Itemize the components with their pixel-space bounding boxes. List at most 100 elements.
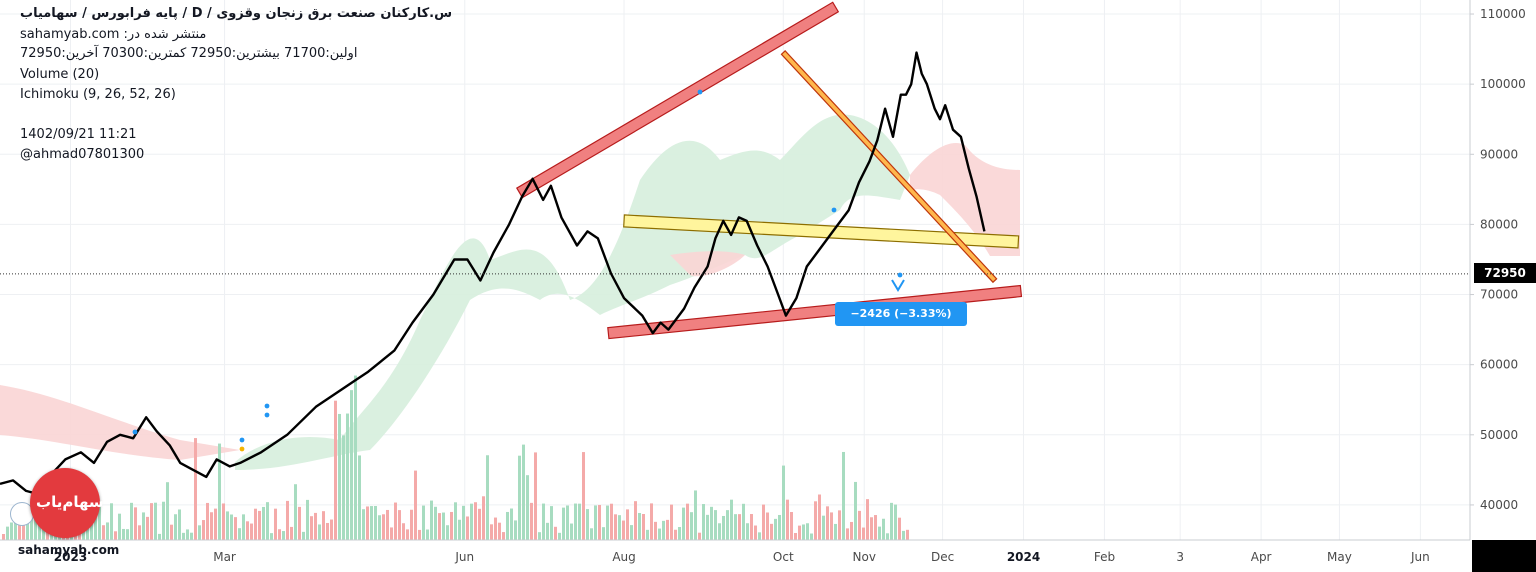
trend-arrow-icon bbox=[891, 279, 905, 292]
ichimoku-indicator-label[interactable]: Ichimoku (9, 26, 52, 26) bbox=[20, 87, 176, 102]
chart-datetime: 1402/09/21 11:21 bbox=[20, 127, 137, 142]
volume-bar bbox=[890, 502, 893, 540]
volume-bar bbox=[826, 506, 829, 540]
volume-indicator-label[interactable]: Volume (20) bbox=[20, 67, 100, 82]
volume-bar bbox=[174, 514, 177, 540]
volume-bar bbox=[134, 507, 137, 540]
volume-bar bbox=[566, 505, 569, 540]
volume-bar bbox=[10, 522, 13, 540]
volume-bar bbox=[394, 502, 397, 540]
y-tick-label: 40000 bbox=[1480, 498, 1518, 512]
logo-text: سهام‌یاب bbox=[36, 493, 104, 511]
volume-bar bbox=[182, 532, 185, 540]
volume-bar bbox=[502, 532, 505, 540]
volume-bar bbox=[586, 509, 589, 540]
watermark: sahamyab.com bbox=[18, 543, 120, 557]
volume-bar bbox=[282, 531, 285, 540]
volume-bar bbox=[906, 529, 909, 540]
volume-bar bbox=[778, 514, 781, 540]
volume-bar bbox=[346, 413, 349, 540]
volume-bar bbox=[830, 512, 833, 540]
volume-bar bbox=[374, 505, 377, 540]
volume-bar bbox=[850, 521, 853, 540]
volume-bar bbox=[814, 501, 817, 540]
volume-bar bbox=[642, 514, 645, 540]
volume-bar bbox=[382, 514, 385, 540]
volume-bar bbox=[798, 525, 801, 540]
volume-bar bbox=[710, 506, 713, 540]
volume-bar bbox=[594, 505, 597, 540]
volume-bar bbox=[546, 522, 549, 540]
volume-bar bbox=[114, 531, 117, 540]
volume-bar bbox=[622, 520, 625, 540]
y-tick-label: 50000 bbox=[1480, 428, 1518, 442]
volume-bar bbox=[490, 524, 493, 540]
volume-bar bbox=[334, 400, 337, 540]
volume-bar bbox=[462, 505, 465, 540]
price-change-badge: −2426 (−3.33%) −2426 bbox=[835, 302, 967, 344]
time-axis[interactable]: 2023 Mar Jun Aug Oct Nov Dec 2024 Feb 3 Apr May Jun bbox=[0, 539, 1470, 564]
volume-bar bbox=[514, 520, 517, 540]
volume-bar bbox=[666, 519, 669, 540]
volume-bar bbox=[98, 501, 101, 540]
price-line bbox=[0, 51, 986, 496]
y-tick-label: 70000 bbox=[1480, 288, 1518, 302]
signal-markers bbox=[132, 89, 905, 452]
volume-bar bbox=[878, 526, 881, 540]
volume-bar bbox=[562, 507, 565, 540]
volume-bar bbox=[766, 512, 769, 540]
volume-bar bbox=[370, 506, 373, 540]
volume-bars bbox=[2, 375, 909, 540]
x-tick-label: 2024 bbox=[1007, 550, 1040, 564]
volume-bar bbox=[274, 508, 277, 540]
volume-bar bbox=[178, 509, 181, 540]
x-tick-label: May bbox=[1327, 550, 1352, 564]
y-tick-label: 60000 bbox=[1480, 358, 1518, 372]
trendline-drawings[interactable] bbox=[515, 1, 1023, 340]
author-handle: @ahmad07801300 bbox=[20, 147, 145, 162]
volume-bar bbox=[626, 509, 629, 540]
y-tick-label: 100000 bbox=[1480, 77, 1526, 91]
volume-bar bbox=[406, 529, 409, 540]
volume-bar bbox=[2, 533, 5, 540]
signal-dot bbox=[239, 446, 245, 452]
volume-bar bbox=[706, 514, 709, 540]
volume-bar bbox=[30, 505, 33, 540]
volume-bar bbox=[774, 518, 777, 540]
volume-bar bbox=[538, 532, 541, 540]
volume-bar bbox=[362, 509, 365, 540]
volume-bar bbox=[542, 503, 545, 540]
volume-bar bbox=[422, 505, 425, 540]
volume-bar bbox=[442, 512, 445, 540]
volume-bar bbox=[770, 523, 773, 540]
price-axis[interactable]: 40000 50000 60000 70000 80000 90000 100000 1100… bbox=[1469, 0, 1526, 540]
volume-bar bbox=[726, 510, 729, 540]
volume-bar bbox=[218, 443, 221, 540]
volume-bar bbox=[858, 510, 861, 540]
last-price-label: 72950 bbox=[1474, 263, 1536, 283]
volume-bar bbox=[846, 528, 849, 540]
volume-bar bbox=[674, 529, 677, 540]
volume-bar bbox=[582, 452, 585, 540]
y-tick-label: 110000 bbox=[1480, 7, 1526, 21]
volume-bar bbox=[834, 523, 837, 540]
volume-bar bbox=[722, 515, 725, 540]
volume-bar bbox=[762, 504, 765, 540]
volume-bar bbox=[238, 528, 241, 540]
volume-bar bbox=[570, 523, 573, 540]
volume-bar bbox=[110, 503, 113, 540]
volume-bar bbox=[262, 506, 265, 540]
volume-bar bbox=[874, 515, 877, 540]
volume-bar bbox=[142, 512, 145, 540]
volume-bar bbox=[358, 455, 361, 540]
volume-bar bbox=[426, 529, 429, 540]
signal-dot bbox=[897, 272, 903, 278]
volume-bar bbox=[606, 505, 609, 540]
volume-bar bbox=[650, 503, 653, 540]
volume-bar bbox=[86, 525, 89, 540]
volume-bar bbox=[750, 514, 753, 540]
volume-bar bbox=[138, 525, 141, 540]
published-on: منتشر شده در: sahamyab.com bbox=[20, 27, 207, 42]
volume-bar bbox=[802, 524, 805, 540]
